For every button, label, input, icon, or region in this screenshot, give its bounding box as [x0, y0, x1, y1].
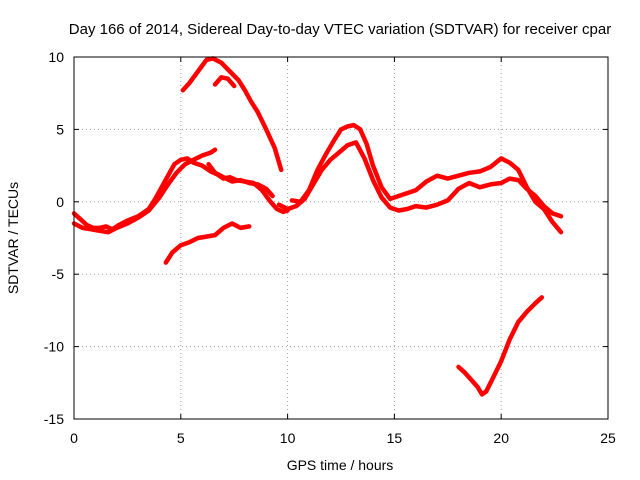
series-line-arc-4: [180, 56, 284, 173]
x-axis-label: GPS time / hours: [287, 457, 394, 473]
series-line-arc-2: [71, 147, 218, 235]
x-tick-label: 0: [70, 430, 78, 446]
y-tick-label: 10: [48, 49, 64, 65]
data-series-group: [71, 56, 564, 397]
series-line-arc-7: [276, 140, 564, 219]
series-line-arc-9: [456, 295, 545, 397]
plot-frame: [73, 56, 609, 420]
y-tick-label: 0: [56, 194, 64, 210]
series-line-arc-3: [206, 161, 275, 199]
series-line-arc-5: [212, 75, 237, 89]
y-axis-label: SDTVAR / TECUs: [5, 182, 21, 294]
x-tick-label: 5: [177, 430, 185, 446]
grid-lines: [74, 57, 608, 419]
series-line-arc-8: [289, 122, 564, 235]
x-tick-label: 15: [387, 430, 403, 446]
x-tick-label: 20: [493, 430, 509, 446]
y-tick-label: -10: [44, 339, 64, 355]
x-tick-label: 25: [600, 430, 616, 446]
series-line-arc-6: [163, 221, 252, 265]
axis-ticks: 0 5 10 15 20 25 -15 -10 -5 0 5 10: [44, 49, 616, 446]
y-tick-label: 5: [56, 121, 64, 137]
y-tick-label: -5: [52, 266, 65, 282]
y-tick-label: -15: [44, 411, 64, 427]
chart-title: Day 166 of 2014, Sidereal Day-to-day VTE…: [69, 21, 611, 38]
x-tick-label: 10: [280, 430, 296, 446]
